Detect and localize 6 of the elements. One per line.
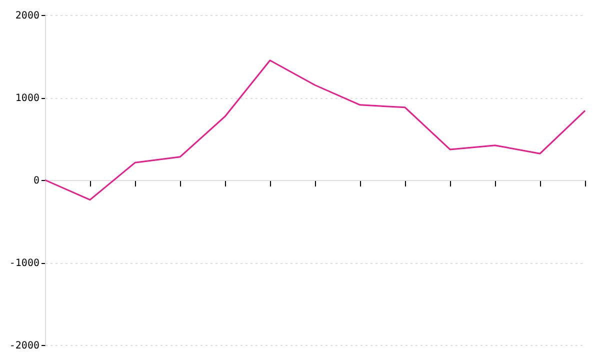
y-tick-label: 0 xyxy=(33,176,40,186)
y-tick-label: -1000 xyxy=(9,258,40,269)
line-series xyxy=(44,60,586,201)
y-tick-label: 2000 xyxy=(15,10,40,22)
y-tick-label: 1000 xyxy=(15,93,40,104)
y-tick-label: -2000 xyxy=(9,340,40,352)
